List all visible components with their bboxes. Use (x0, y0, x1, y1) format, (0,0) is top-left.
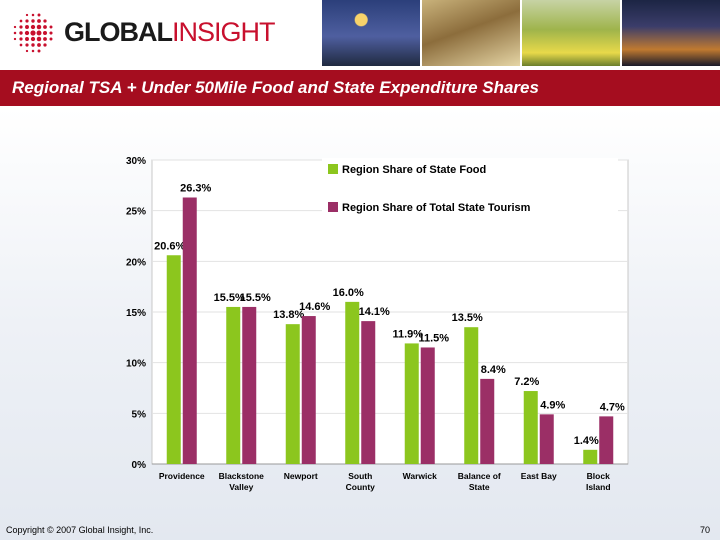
page-number: 70 (700, 525, 711, 535)
x-tick-label: Newport (284, 471, 318, 481)
city-night-photo (620, 0, 720, 66)
data-label: 7.2% (514, 376, 539, 388)
x-tick-label: Warwick (403, 471, 437, 481)
data-label: 26.3% (180, 182, 211, 194)
garden-photo (520, 0, 620, 66)
y-tick-label: 5% (132, 409, 147, 420)
data-label: 15.5% (214, 292, 245, 304)
legend-tourism-swatch (328, 202, 338, 212)
food-share-bar (226, 306, 241, 464)
data-label: 14.1% (359, 306, 390, 318)
y-tick-label: 20% (126, 257, 146, 268)
data-label: 13.5% (452, 312, 483, 324)
data-label: 14.6% (299, 301, 330, 313)
food-share-bar (345, 301, 360, 464)
food-share-bar (285, 324, 300, 464)
x-tick-label: Providence (159, 471, 205, 481)
food-share-bar (166, 255, 181, 464)
x-tick-label: East Bay (521, 471, 557, 481)
tourism-share-bar (242, 306, 257, 464)
header-photo-strip (320, 0, 720, 66)
data-label: 11.9% (392, 328, 423, 340)
header: GLOBALINSIGHT (0, 0, 720, 66)
y-tick-label: 0% (132, 460, 147, 471)
food-share-bar (523, 391, 538, 464)
data-label: 20.6% (154, 240, 185, 252)
y-tick-label: 30% (126, 156, 146, 167)
y-tick-label: 10% (126, 359, 146, 370)
logo-wordmark: GLOBALINSIGHT (64, 16, 276, 48)
lighthouse-photo (320, 0, 420, 66)
bar-chart: 0% 5% 10% 15% 20% 25% 30% 20.6% 26.3% Providence 1… (126, 156, 629, 492)
data-label: 4.9% (540, 399, 565, 411)
tourism-share-bar (599, 416, 614, 464)
legend-label: Region Share of State Food (342, 164, 486, 176)
y-tick-label: 25% (126, 207, 146, 218)
data-label: 4.7% (600, 401, 625, 413)
logo-insight-text: INSIGHT (172, 17, 276, 47)
data-label: 16.0% (333, 287, 364, 299)
x-tick-label: County (346, 482, 376, 492)
tourism-share-bar (480, 378, 495, 464)
page-title: Regional TSA + Under 50Mile Food and Sta… (12, 78, 539, 97)
x-tick-label: Block (587, 471, 610, 481)
ballroom-photo (420, 0, 520, 66)
data-label: 1.4% (574, 435, 599, 447)
food-share-bar (583, 449, 598, 464)
food-share-bar (464, 327, 479, 464)
food-share-bar (404, 343, 419, 464)
y-tick-label: 15% (126, 308, 146, 319)
data-label: 13.8% (273, 309, 304, 321)
x-tick-label: Island (586, 482, 611, 492)
data-label: 15.5% (240, 292, 271, 304)
copyright-text: Copyright © 2007 Global Insight, Inc. (6, 525, 154, 535)
x-tick-label: Valley (229, 482, 253, 492)
logo-global-text: GLOBAL (64, 17, 173, 47)
x-tick-label: South (348, 471, 372, 481)
tourism-share-bar (182, 197, 197, 464)
x-tick-label: Balance of (458, 471, 501, 481)
legend-label: Region Share of Total State Tourism (342, 202, 531, 214)
data-label: 8.4% (481, 364, 506, 376)
data-label: 11.5% (418, 332, 449, 344)
tourism-share-bar (420, 347, 435, 464)
title-bar: Regional TSA + Under 50Mile Food and Sta… (0, 70, 720, 106)
legend-food-swatch (328, 164, 338, 174)
tourism-share-bar (301, 316, 316, 464)
x-tick-label: State (469, 482, 490, 492)
tourism-share-bar (361, 321, 376, 464)
globe-logo-icon (13, 13, 53, 53)
x-tick-label: Blackstone (219, 471, 265, 481)
legend-box (322, 158, 618, 216)
tourism-share-bar (539, 414, 554, 464)
